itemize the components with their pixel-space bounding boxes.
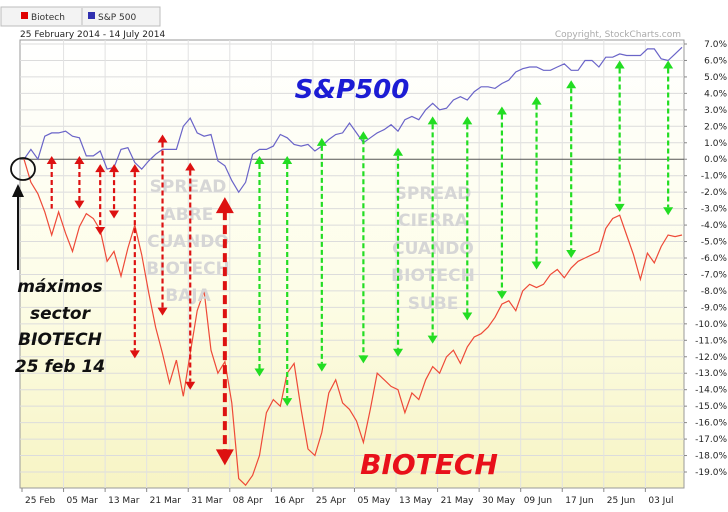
x-tick-label: 05 Mar (67, 496, 99, 506)
x-tick-label: 16 Apr (274, 496, 304, 506)
green-spread-arrow (462, 116, 473, 321)
green-spread-arrow (282, 155, 293, 407)
spread-opens-note: SPREAD ABRE CUANDO BIOTECH BAJA (146, 177, 230, 306)
peak-note-line-3: BIOTECH (18, 330, 102, 350)
sp500-label: S&P500 (295, 75, 410, 105)
y-tick-label: -5.0% (701, 238, 728, 248)
y-tick-label: -14.0% (695, 386, 727, 396)
y-tick-label: -15.0% (695, 402, 727, 412)
green-spread-arrow (531, 96, 542, 270)
x-tick-label: 21 Mar (150, 496, 182, 506)
y-tick-label: -12.0% (695, 353, 727, 363)
legend-swatch-sp500 (88, 12, 95, 19)
x-tick-label: 13 May (399, 496, 433, 506)
red-spread-arrow (215, 197, 234, 466)
green-spread-arrow (496, 106, 507, 300)
legend-label-sp500: S&P 500 (98, 13, 136, 23)
peak-note-line-1: máximos (17, 277, 103, 297)
green-spread-arrow (358, 131, 369, 364)
red-spread-arrow (157, 134, 168, 316)
y-tick-label: -8.0% (701, 287, 728, 297)
y-tick-label: -4.0% (701, 221, 728, 231)
y-tick-label: -10.0% (695, 320, 727, 330)
y-tick-label: -11.0% (695, 336, 727, 346)
red-spread-arrow (74, 155, 85, 209)
legend-swatch-biotech (21, 12, 28, 19)
green-spread-arrow (254, 155, 265, 377)
y-tick-label: 4.0% (704, 89, 727, 99)
x-tick-label: 17 Jun (565, 496, 593, 506)
y-tick-label: -13.0% (695, 369, 727, 379)
x-tick-label: 05 May (357, 496, 391, 506)
y-tick-label: 5.0% (704, 73, 727, 83)
series-line-biotech (23, 159, 683, 487)
grid-lines (20, 40, 684, 488)
y-tick-label: -16.0% (695, 419, 727, 429)
y-axis-ticks: 7.0% 6.0% 5.0% 4.0% 3.0% 2.0% 1.0% 0.0% -1.0% -2.… (684, 40, 727, 478)
y-tick-label: 1.0% (704, 139, 727, 149)
y-tick-label: -1.0% (701, 172, 728, 182)
green-spread-arrow (614, 60, 625, 212)
peak-arrow (12, 184, 24, 270)
x-tick-label: 09 Jun (524, 496, 552, 506)
x-tick-label: 30 May (482, 496, 516, 506)
date-range: 25 February 2014 - 14 July 2014 (20, 30, 165, 40)
red-spread-arrow (129, 164, 140, 359)
green-spread-arrow (663, 60, 674, 216)
x-axis-ticks: 25 Feb 05 Mar 13 Mar 21 Mar 31 Mar 08 Apr 16 A… (21, 488, 674, 506)
spread-arrows (46, 60, 674, 466)
y-tick-label: -19.0% (695, 468, 727, 478)
x-tick-label: 03 Jul (648, 496, 673, 506)
x-tick-label: 08 Apr (233, 496, 263, 506)
spread-opens-line-5: BAJA (165, 286, 211, 306)
plot-area (19, 39, 685, 489)
green-spread-arrow (393, 147, 404, 357)
green-spread-arrow (316, 137, 327, 372)
legend-label-biotech: Biotech (31, 13, 65, 23)
red-spread-arrow (95, 164, 106, 235)
peak-note: máximos sector BIOTECH 25 feb 14 (15, 277, 105, 377)
y-tick-label: -6.0% (701, 254, 728, 264)
peak-note-line-4: 25 feb 14 (15, 357, 105, 377)
spread-opens-line-1: SPREAD (150, 177, 227, 197)
copyright: Copyright, StockCharts.com (555, 30, 681, 40)
x-tick-label: 25 Feb (25, 496, 56, 506)
y-tick-label: 0.0% (704, 155, 727, 165)
peak-marker-circle (10, 157, 36, 181)
x-tick-label: 21 May (441, 496, 475, 506)
biotech-label: BIOTECH (360, 448, 498, 481)
x-tick-label: 25 Jun (607, 496, 635, 506)
spread-closes-line-1: SPREAD (395, 184, 472, 204)
y-tick-label: 7.0% (704, 40, 727, 50)
legend: Biotech S&P 500 (0, 6, 161, 27)
series-line-sp500 (23, 46, 683, 194)
spread-opens-line-3: CUANDO (147, 232, 229, 252)
y-tick-label: 3.0% (704, 106, 727, 116)
spread-closes-line-4: BIOTECH (391, 266, 475, 286)
y-tick-label: 6.0% (704, 56, 727, 66)
peak-note-line-2: sector (30, 304, 92, 324)
green-spread-arrow (427, 116, 438, 344)
y-tick-label: -7.0% (701, 270, 728, 280)
x-tick-label: 25 Apr (316, 496, 346, 506)
red-spread-arrow (46, 155, 57, 209)
x-tick-label: 13 Mar (108, 496, 140, 506)
y-tick-label: 2.0% (704, 122, 727, 132)
red-spread-arrow (185, 162, 196, 390)
spread-opens-line-4: BIOTECH (146, 259, 230, 279)
y-tick-label: -18.0% (695, 452, 727, 462)
y-tick-label: -9.0% (701, 303, 728, 313)
y-tick-label: -3.0% (701, 205, 728, 215)
spread-opens-line-2: ABRE (163, 205, 214, 225)
green-spread-arrow (566, 80, 577, 258)
y-tick-label: -2.0% (701, 188, 728, 198)
red-spread-arrow (109, 164, 120, 219)
x-tick-label: 31 Mar (191, 496, 223, 506)
y-tick-label: -17.0% (695, 435, 727, 445)
